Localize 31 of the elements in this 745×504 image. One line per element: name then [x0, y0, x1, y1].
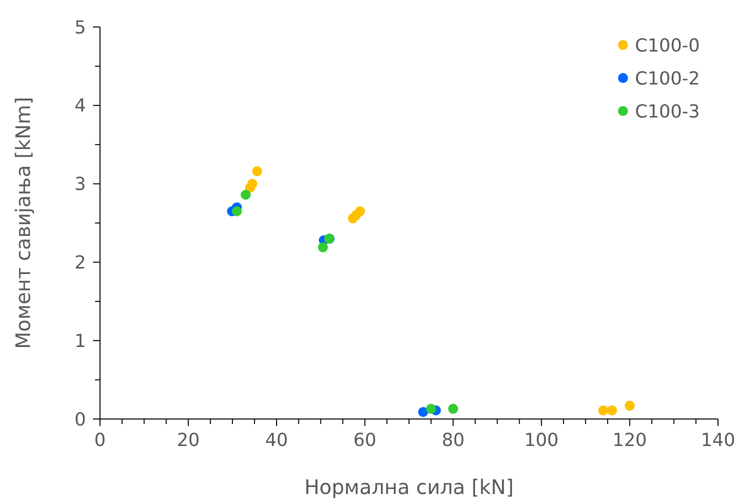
x-tick-label: 100 [524, 430, 559, 451]
x-tick-label: 120 [612, 430, 647, 451]
legend-label: C100-2 [635, 68, 700, 90]
point [448, 404, 458, 414]
x-tick-label: 140 [700, 430, 736, 451]
x-tick-label: 60 [353, 430, 376, 451]
legend-label: C100-3 [635, 101, 700, 122]
point [598, 405, 608, 416]
point [252, 166, 262, 176]
y-tick-label: 4 [74, 96, 86, 117]
y-axis-title: Момент савијања [kNm] [11, 96, 35, 350]
x-tick-label: 0 [94, 430, 106, 451]
x-tick-label: 40 [265, 430, 288, 451]
point [348, 213, 358, 224]
legend-label: C100-0 [635, 35, 700, 56]
y-tick-label: 1 [74, 330, 86, 352]
x-tick-label: 80 [442, 430, 465, 451]
point [624, 400, 635, 411]
y-tick-label: 2 [74, 252, 86, 274]
x-axis-title: Нормална сила [kN] [304, 475, 514, 499]
x-tick-label: 20 [176, 430, 200, 451]
point [232, 206, 242, 216]
point [318, 242, 328, 252]
y-tick-label: 5 [74, 17, 86, 38]
y-tick-label: 3 [74, 174, 86, 196]
point [245, 182, 256, 193]
point [426, 404, 436, 414]
point [607, 405, 618, 416]
y-tick-label: 0 [74, 409, 86, 430]
point [240, 190, 251, 200]
point [418, 406, 428, 417]
